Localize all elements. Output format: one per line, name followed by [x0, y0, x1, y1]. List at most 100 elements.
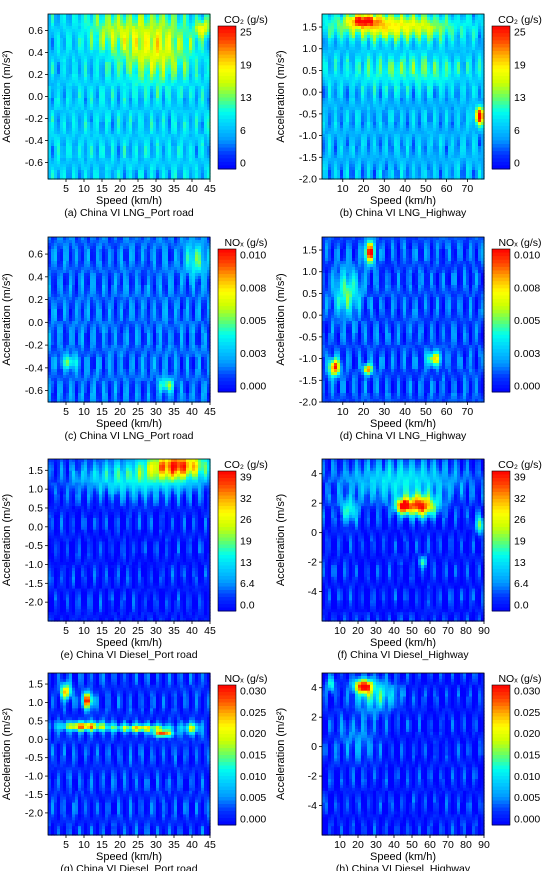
heatmap-cell: [69, 125, 73, 129]
heatmap-cell: [111, 26, 115, 30]
colorbar-segment: [218, 36, 236, 41]
heatmap-cell: [147, 35, 151, 39]
heatmap-cell: [126, 20, 130, 24]
heatmap-cell: [111, 176, 115, 180]
heatmap-cell: [105, 167, 109, 171]
heatmap-cell: [126, 98, 130, 102]
heatmap-cell: [108, 104, 112, 108]
heatmap-cell: [111, 134, 115, 138]
heatmap-cell: [126, 89, 130, 93]
heatmap-cell: [69, 152, 73, 156]
heatmap-cell: [51, 44, 55, 48]
heatmap-cell: [93, 134, 97, 138]
heatmap-cell: [66, 41, 70, 45]
heatmap-cell: [66, 35, 70, 39]
heatmap-cell: [132, 74, 136, 78]
heatmap-cell: [57, 83, 61, 87]
heatmap-cell: [129, 119, 133, 123]
heatmap-cell: [96, 164, 100, 168]
heatmap-cell: [69, 65, 73, 69]
heatmap-cell: [90, 41, 94, 45]
colorbar-segment: [218, 26, 236, 31]
heatmap-cell: [48, 95, 52, 99]
heatmap-cell: [54, 35, 58, 39]
heatmap-cell: [123, 47, 127, 51]
heatmap-cell: [90, 32, 94, 36]
heatmap-cell: [54, 95, 58, 99]
heatmap-cell: [87, 80, 91, 84]
heatmap-cell: [111, 167, 115, 171]
heatmap-cell: [141, 113, 145, 117]
heatmap-cell: [60, 74, 64, 78]
heatmap-cell: [117, 80, 121, 84]
heatmap-cell: [135, 128, 139, 132]
heatmap-cell: [108, 32, 112, 36]
heatmap-cell: [63, 56, 67, 60]
heatmap-cell: [72, 71, 76, 75]
heatmap-cell: [57, 44, 61, 48]
heatmap-cell: [90, 68, 94, 72]
heatmap-cell: [54, 77, 58, 81]
heatmap-cell: [96, 152, 100, 156]
heatmap-cell: [66, 161, 70, 165]
heatmap-cell: [96, 149, 100, 153]
heatmap-cell: [60, 170, 64, 174]
heatmap-cell: [144, 80, 148, 84]
heatmap-cell: [78, 71, 82, 75]
heatmap-cell: [108, 50, 112, 54]
heatmap-cell: [120, 152, 124, 156]
heatmap-cell: [108, 59, 112, 63]
heatmap-cell: [54, 68, 58, 72]
heatmap-cell: [147, 137, 151, 141]
heatmap-cell: [78, 143, 82, 147]
heatmap-cell: [75, 176, 79, 180]
colorbar-segment: [218, 93, 236, 98]
heatmap-cell: [102, 131, 106, 135]
heatmap-cell: [99, 35, 103, 39]
heatmap-cell: [48, 68, 52, 72]
heatmap-cell: [84, 176, 88, 180]
heatmap-cell: [48, 65, 52, 69]
heatmap-cell: [96, 161, 100, 165]
heatmap-cell: [81, 116, 85, 120]
heatmap-cell: [111, 17, 115, 21]
heatmap-cell: [63, 104, 67, 108]
heatmap-cell: [123, 26, 127, 30]
heatmap-cell: [60, 65, 64, 69]
heatmap-cell: [129, 173, 133, 177]
heatmap-cell: [144, 56, 148, 60]
heatmap-cell: [138, 167, 142, 171]
heatmap-cell: [54, 149, 58, 153]
heatmap-cell: [93, 158, 97, 162]
heatmap-cell: [111, 173, 115, 177]
heatmap-cell: [63, 176, 67, 180]
heatmap-cell: [105, 50, 109, 54]
heatmap-cell: [117, 110, 121, 114]
heatmap-cell: [129, 125, 133, 129]
heatmap-cell: [126, 44, 130, 48]
heatmap-cell: [66, 119, 70, 123]
heatmap-cell: [81, 86, 85, 90]
heatmap-cell: [132, 155, 136, 159]
heatmap-cell: [123, 101, 127, 105]
heatmap-cell: [66, 50, 70, 54]
heatmap-cell: [51, 122, 55, 126]
heatmap-cell: [81, 77, 85, 81]
heatmap-cell: [93, 143, 97, 147]
heatmap-cell: [102, 149, 106, 153]
heatmap-cell: [96, 80, 100, 84]
heatmap-cell: [69, 101, 73, 105]
heatmap-cell: [138, 23, 142, 27]
heatmap-cell: [141, 77, 145, 81]
heatmap-cell: [117, 77, 121, 81]
heatmap-cell: [78, 62, 82, 66]
heatmap-cell: [111, 74, 115, 78]
heatmap-cell: [87, 77, 91, 81]
heatmap-cell: [81, 107, 85, 111]
heatmap-cell: [63, 95, 67, 99]
heatmap-cell: [63, 86, 67, 90]
heatmap-cell: [135, 164, 139, 168]
heatmap-cell: [48, 134, 52, 138]
colorbar-segment: [218, 129, 236, 134]
heatmap-cell: [63, 155, 67, 159]
